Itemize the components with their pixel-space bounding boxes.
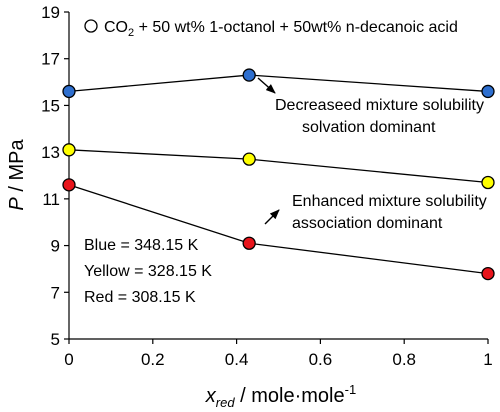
x-tick-label: 0 xyxy=(64,350,73,369)
annotations: Decreaseed mixture solubility solvation … xyxy=(257,77,487,232)
y-tick-label: 19 xyxy=(41,3,60,22)
y-axis-title: P / MPa xyxy=(6,139,28,211)
x-tick-label: 0.4 xyxy=(225,350,249,369)
y-tick-label: 17 xyxy=(41,50,60,69)
series-line xyxy=(68,74,489,93)
legend-co-subscript: 2 xyxy=(128,27,134,39)
data-point xyxy=(242,68,256,82)
legend: CO2 + 50 wt% 1-octanol + 50wt% n-decanoi… xyxy=(84,19,458,39)
temperature-note-red: Red = 308.15 K xyxy=(84,289,196,306)
legend-label: CO2 + 50 wt% 1-octanol + 50wt% n-decanoi… xyxy=(104,19,458,39)
y-axis-variable: P xyxy=(6,197,28,211)
annotation-enhanced-line1: Enhanced mixture solubility xyxy=(292,193,487,210)
y-tick-label: 9 xyxy=(51,237,60,256)
annotation-enhanced-line2: association dominant xyxy=(292,215,443,232)
temperature-notes: Blue = 348.15 K Yellow = 328.15 K Red = … xyxy=(84,237,212,306)
y-tick-label: 7 xyxy=(51,283,60,302)
x-tick-label: 0.2 xyxy=(141,350,165,369)
x-tick-label: 0.8 xyxy=(392,350,416,369)
x-axis-title: xred / mole·mole-1 xyxy=(205,382,356,410)
x-tick-label: 0.6 xyxy=(309,350,333,369)
x-axis-subscript: red xyxy=(216,395,236,410)
x-axis-unit: / mole·mole xyxy=(235,385,345,407)
y-tick-label: 15 xyxy=(41,96,60,115)
legend-open-circle-marker xyxy=(84,19,98,33)
series-layer xyxy=(62,68,495,281)
x-ticks: 0 0.2 0.4 0.6 0.8 1 xyxy=(64,339,493,369)
annotation-arrow-enhanced xyxy=(264,209,280,225)
data-point xyxy=(242,236,256,250)
y-ticks: 5 7 9 11 13 15 17 19 xyxy=(41,3,69,349)
x-tick-label: 1 xyxy=(483,350,492,369)
annotation-arrow-decreased xyxy=(257,77,276,94)
data-point xyxy=(62,84,76,99)
y-tick-label: 11 xyxy=(42,190,60,209)
data-point xyxy=(481,84,495,99)
temperature-note-blue: Blue = 348.15 K xyxy=(84,237,199,254)
data-point xyxy=(62,143,76,157)
annotation-decreased-line2: solvation dominant xyxy=(302,119,436,136)
y-tick-label: 5 xyxy=(51,330,60,349)
y-tick-label: 13 xyxy=(41,143,60,162)
annotation-decreased-line1: Decreaseed mixture solubility xyxy=(275,97,484,114)
x-axis-variable: x xyxy=(205,385,217,407)
legend-rest: + 50 wt% 1-octanol + 50wt% n-decanoic ac… xyxy=(134,19,458,36)
data-point xyxy=(62,178,76,192)
axes xyxy=(68,12,488,340)
x-axis-superscript: -1 xyxy=(345,382,357,397)
data-point xyxy=(481,266,495,281)
data-point xyxy=(242,152,256,166)
legend-co: CO xyxy=(104,19,128,36)
data-point xyxy=(481,175,495,190)
series-line xyxy=(68,149,489,184)
y-axis-unit: / MPa xyxy=(6,139,28,198)
temperature-note-yellow: Yellow = 328.15 K xyxy=(84,263,212,280)
